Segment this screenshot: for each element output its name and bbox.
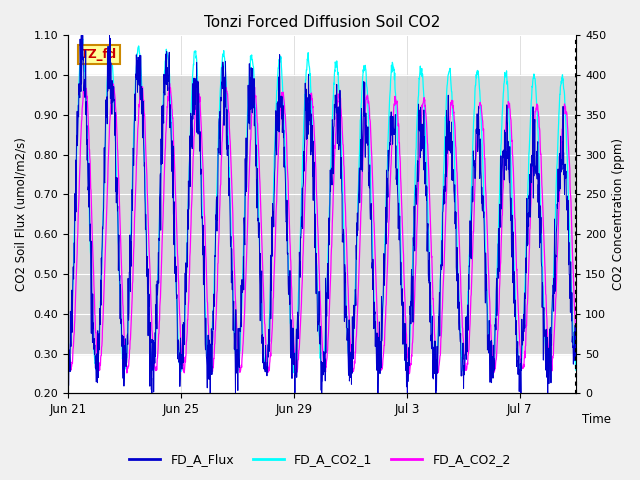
- Title: Tonzi Forced Diffusion Soil CO2: Tonzi Forced Diffusion Soil CO2: [204, 15, 440, 30]
- Y-axis label: CO2 Concentration (ppm): CO2 Concentration (ppm): [612, 138, 625, 290]
- Text: TZ_fd: TZ_fd: [81, 48, 117, 61]
- Y-axis label: CO2 Soil Flux (umol/m2/s): CO2 Soil Flux (umol/m2/s): [15, 137, 28, 291]
- X-axis label: Time: Time: [582, 413, 611, 426]
- Legend: FD_A_Flux, FD_A_CO2_1, FD_A_CO2_2: FD_A_Flux, FD_A_CO2_1, FD_A_CO2_2: [124, 448, 516, 471]
- Bar: [68, 75, 576, 353]
